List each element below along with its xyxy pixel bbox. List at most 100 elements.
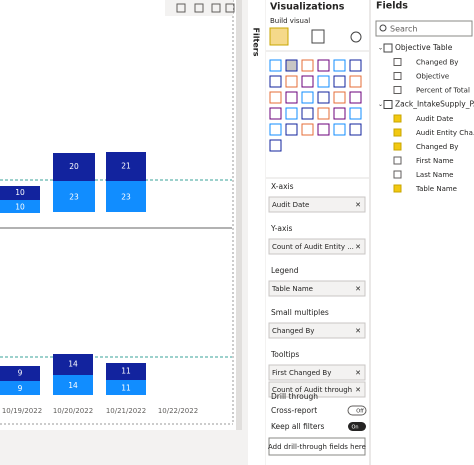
header-icon[interactable]	[211, 3, 221, 13]
header-icon[interactable]	[225, 3, 235, 13]
checkbox[interactable]	[393, 58, 402, 66]
visual-icon[interactable]	[301, 75, 314, 88]
data-label: 14	[68, 381, 78, 390]
well-field[interactable]	[268, 381, 366, 398]
visual-icon[interactable]	[301, 107, 314, 120]
visual-icon[interactable]	[317, 123, 330, 136]
well-label: Y-axis	[270, 224, 293, 233]
checkbox[interactable]	[393, 142, 402, 151]
visual-icon[interactable]	[349, 59, 362, 72]
field-name: Audit Date	[416, 115, 453, 123]
bar-segment[interactable]	[106, 181, 146, 212]
visual-icon[interactable]	[301, 123, 314, 136]
field-name: Objective	[416, 73, 449, 81]
visual-icon[interactable]	[333, 75, 346, 88]
toggle[interactable]	[347, 405, 367, 416]
field-name: Changed By	[416, 59, 458, 67]
drop-zone[interactable]	[268, 437, 366, 456]
search-box[interactable]	[375, 20, 473, 37]
well-field[interactable]	[268, 322, 366, 339]
visual-icon[interactable]	[285, 75, 298, 88]
fields-pane	[371, 0, 474, 465]
bar-segment[interactable]	[106, 363, 146, 380]
visual-icon[interactable]	[269, 107, 282, 120]
well-field[interactable]	[268, 280, 366, 297]
toggle-state: Off	[356, 409, 364, 415]
tab-format[interactable]	[311, 29, 325, 44]
visual-icon[interactable]	[301, 91, 314, 104]
tab-analytics[interactable]	[350, 31, 362, 43]
x-tick-label: 10/19/2022	[2, 407, 42, 415]
checkbox[interactable]	[393, 72, 402, 80]
x-tick-label: 10/20/2022	[53, 407, 93, 415]
toggle-state: On	[351, 425, 358, 431]
bar-segment[interactable]	[53, 354, 93, 375]
well-field-name: First Changed By	[272, 369, 331, 377]
bar-segment[interactable]	[53, 181, 95, 212]
pane-title: Fields	[376, 1, 408, 12]
data-label: 11	[121, 367, 131, 376]
visual-header	[165, 0, 233, 16]
well-field[interactable]	[268, 364, 366, 381]
search-placeholder: Search	[390, 25, 417, 34]
header-icon[interactable]	[194, 3, 204, 13]
checkbox[interactable]	[393, 184, 402, 193]
data-label: 21	[121, 162, 131, 171]
checkbox[interactable]	[393, 86, 402, 94]
toggle[interactable]	[348, 422, 366, 431]
visual-icon[interactable]	[349, 123, 362, 136]
visual-icon[interactable]	[333, 107, 346, 120]
bar-segment[interactable]	[53, 375, 93, 395]
visual-icon[interactable]	[269, 75, 282, 88]
checkbox[interactable]	[393, 128, 402, 137]
expand-icon: ⌄	[378, 45, 383, 52]
bar-segment[interactable]	[0, 186, 40, 200]
drill-title: Drill through	[271, 392, 318, 401]
visual-icon[interactable]	[269, 139, 282, 152]
filters-strip[interactable]	[248, 0, 265, 465]
visual-icon[interactable]	[269, 59, 282, 72]
bar-segment[interactable]	[0, 366, 40, 381]
visual-icon[interactable]	[285, 59, 298, 72]
bar-segment[interactable]	[0, 381, 40, 395]
visual-icon[interactable]	[317, 59, 330, 72]
visual-icon[interactable]	[349, 91, 362, 104]
well-field-name: Table Name	[271, 285, 313, 293]
header-icon[interactable]	[176, 3, 186, 13]
visual-icon[interactable]	[285, 123, 298, 136]
bar-segment[interactable]	[0, 200, 40, 213]
data-label: 23	[121, 193, 131, 202]
data-label: 20	[69, 162, 79, 171]
bar-segment[interactable]	[53, 153, 95, 181]
visual-icon[interactable]	[285, 107, 298, 120]
visual-icon[interactable]	[333, 91, 346, 104]
checkbox[interactable]	[393, 114, 402, 123]
visual-icon[interactable]	[317, 75, 330, 88]
toggle-label: Keep all filters	[271, 422, 325, 431]
filters-label: Filters	[252, 28, 261, 57]
x-tick-label: 10/21/2022	[106, 407, 146, 415]
well-field[interactable]	[268, 238, 366, 255]
well-remove: ✕	[355, 243, 361, 251]
visual-icon[interactable]	[333, 59, 346, 72]
table-icon	[383, 43, 393, 53]
visual-icon[interactable]	[317, 107, 330, 120]
visual-icon[interactable]	[349, 75, 362, 88]
checkbox[interactable]	[393, 156, 402, 165]
data-label: 11	[121, 384, 131, 393]
visual-icon[interactable]	[349, 107, 362, 120]
bar-segment[interactable]	[106, 152, 146, 181]
visual-icon[interactable]	[317, 91, 330, 104]
scrollbar[interactable]	[236, 0, 242, 430]
tab-build[interactable]	[269, 27, 289, 46]
bar-segment[interactable]	[106, 380, 146, 395]
visual-icon[interactable]	[333, 123, 346, 136]
visual-icon[interactable]	[269, 123, 282, 136]
field-name: First Name	[416, 157, 454, 165]
table-icon	[383, 100, 393, 109]
checkbox[interactable]	[393, 170, 402, 179]
visual-icon[interactable]	[269, 91, 282, 104]
well-field[interactable]	[268, 196, 366, 213]
visual-icon[interactable]	[285, 91, 298, 104]
visual-icon[interactable]	[301, 59, 314, 72]
